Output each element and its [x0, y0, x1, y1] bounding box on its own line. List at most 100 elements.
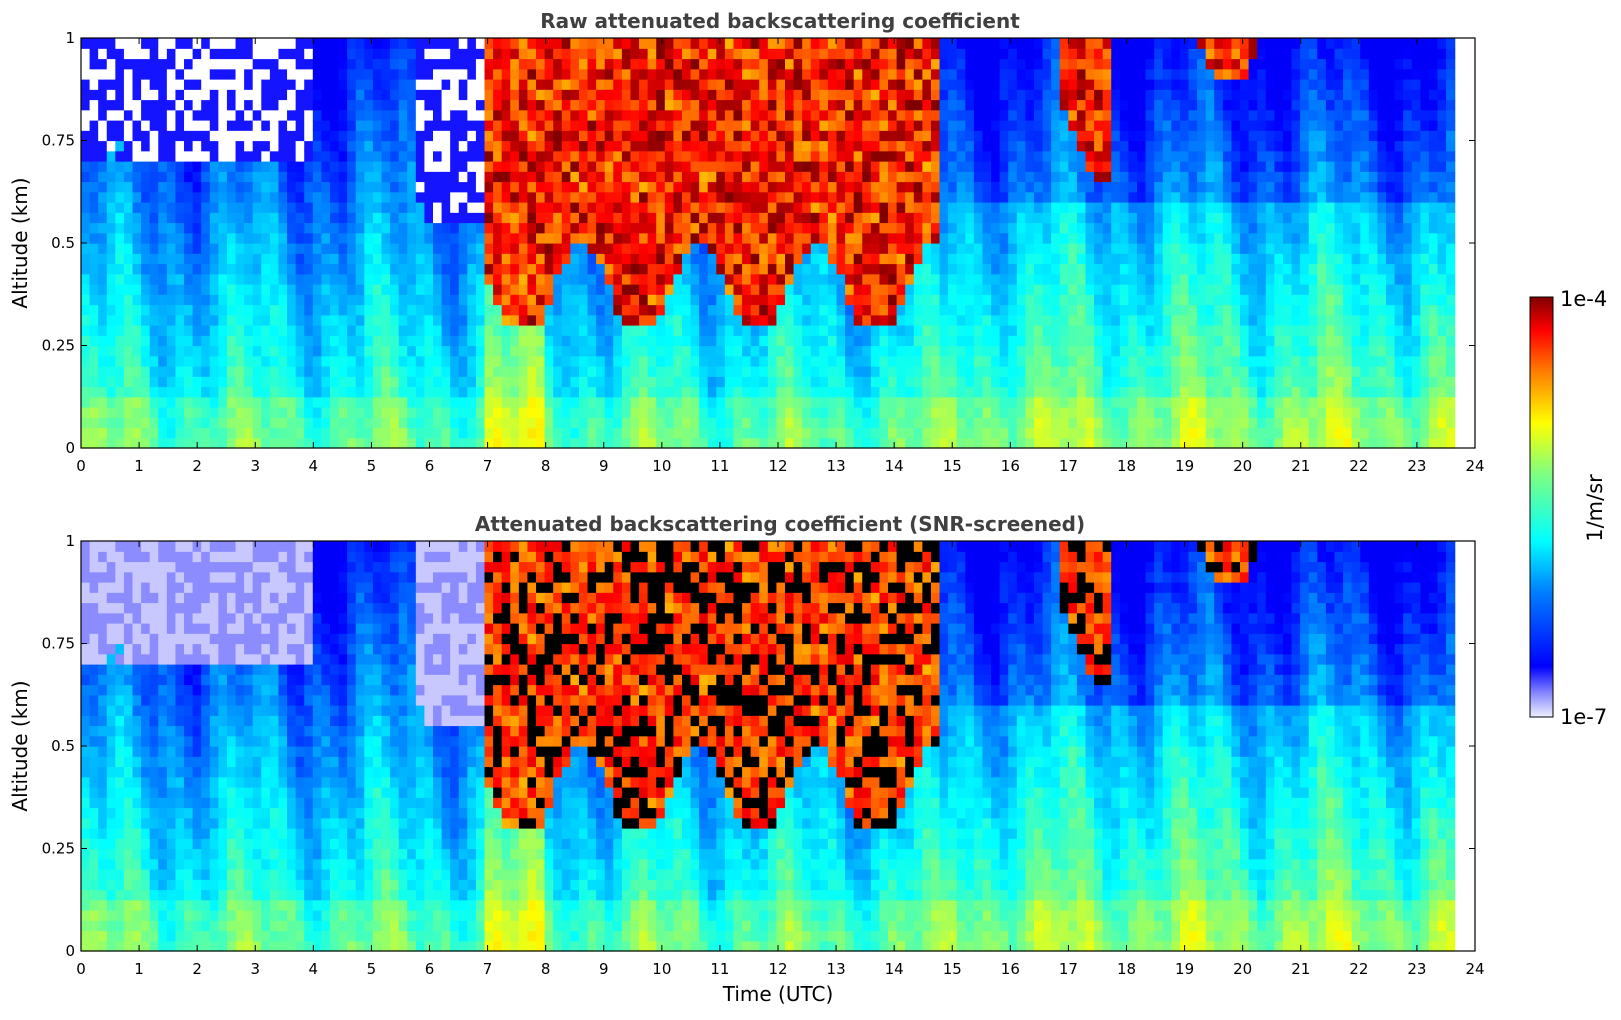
heatmap-cell — [115, 253, 125, 265]
heatmap-cell — [106, 79, 116, 90]
heatmap-cell — [501, 314, 511, 326]
heatmap-cell — [89, 120, 99, 131]
heatmap-cell — [1042, 48, 1052, 60]
heatmap-cell — [244, 386, 254, 398]
heatmap-cell — [115, 79, 125, 90]
heatmap-cell — [853, 345, 863, 357]
heatmap-cell — [664, 212, 674, 224]
heatmap-cell — [321, 376, 331, 388]
heatmap-cell — [759, 171, 769, 183]
heatmap-cell — [347, 161, 357, 172]
heatmap-cell — [845, 181, 855, 193]
heatmap-cell — [192, 79, 202, 90]
heatmap-cell — [235, 253, 245, 265]
heatmap-cell — [999, 273, 1009, 285]
heatmap-cell — [149, 437, 159, 449]
heatmap-cell — [939, 171, 949, 183]
heatmap-cell — [458, 99, 468, 111]
heatmap-cell — [630, 89, 640, 101]
heatmap-cell — [518, 89, 529, 101]
heatmap-cell — [493, 253, 503, 265]
heatmap-cell — [218, 437, 228, 449]
heatmap-cell — [750, 150, 760, 162]
heatmap-cell — [424, 99, 434, 111]
heatmap-cell — [184, 68, 194, 80]
heatmap-cell — [484, 325, 494, 336]
heatmap-cell — [106, 437, 116, 449]
heatmap-cell — [424, 314, 434, 326]
heatmap-cell — [699, 366, 709, 377]
heatmap-cell — [956, 366, 966, 377]
heatmap-cell — [518, 68, 529, 80]
heatmap-cell — [450, 366, 460, 377]
heatmap-cell — [175, 284, 185, 295]
heatmap-cell — [1051, 79, 1061, 90]
heatmap-cell — [329, 273, 340, 285]
heatmap-cell — [1042, 120, 1052, 131]
heatmap-cell — [716, 407, 726, 418]
heatmap-cell — [81, 232, 91, 244]
heatmap-cell — [767, 89, 778, 101]
heatmap-cell — [991, 273, 1001, 285]
heatmap-cell — [493, 243, 503, 254]
heatmap-cell — [639, 109, 649, 121]
heatmap-cell — [819, 284, 829, 295]
heatmap-cell — [879, 68, 889, 80]
heatmap-cell — [1033, 243, 1044, 254]
heatmap-cell — [647, 79, 657, 90]
heatmap-cell — [767, 366, 778, 377]
heatmap-cell — [896, 437, 906, 449]
heatmap-cell — [716, 253, 726, 265]
heatmap-cell — [647, 335, 657, 347]
heatmap-cell — [707, 345, 717, 357]
heatmap-cell — [630, 212, 640, 224]
heatmap-cell — [321, 355, 331, 367]
heatmap-cell — [184, 366, 194, 377]
heatmap-cell — [819, 171, 829, 183]
heatmap-cell — [690, 161, 700, 172]
heatmap-cell — [424, 396, 434, 408]
heatmap-cell — [158, 325, 168, 336]
heatmap-cell — [1102, 161, 1112, 172]
heatmap-cell — [776, 109, 786, 121]
heatmap-cell — [493, 140, 503, 152]
heatmap-cell — [810, 99, 820, 111]
heatmap-cell — [441, 335, 451, 347]
heatmap-cell — [733, 304, 743, 316]
heatmap-cell — [493, 161, 503, 172]
heatmap-cell — [699, 284, 709, 295]
heatmap-cell — [578, 386, 589, 398]
heatmap-cell — [458, 181, 468, 193]
heatmap-cell — [226, 273, 237, 285]
heatmap-cell — [141, 335, 151, 347]
heatmap-cell — [175, 396, 185, 408]
heatmap-cell — [347, 273, 357, 285]
heatmap-cell — [862, 48, 872, 60]
heatmap-cell — [561, 325, 571, 336]
heatmap-cell — [278, 437, 288, 449]
heatmap-cell — [329, 212, 340, 224]
heatmap-cell — [501, 325, 511, 336]
heatmap-cell — [527, 38, 537, 49]
heatmap-cell — [750, 79, 760, 90]
heatmap-cell — [355, 304, 365, 316]
heatmap-cell — [982, 314, 992, 326]
heatmap-cell — [862, 345, 872, 357]
heatmap-cell — [742, 212, 752, 224]
heatmap-cell — [553, 212, 563, 224]
heatmap-cell — [338, 181, 348, 193]
heatmap-cell — [1059, 232, 1069, 244]
heatmap-cell — [596, 171, 606, 183]
heatmap-cell — [956, 212, 966, 224]
heatmap-cell — [879, 335, 889, 347]
heatmap-cell — [1128, 161, 1138, 172]
heatmap-cell — [836, 58, 846, 70]
heatmap-cell — [98, 48, 108, 60]
heatmap-cell — [664, 48, 674, 60]
heatmap-cell — [930, 202, 941, 213]
heatmap-cell — [355, 386, 365, 398]
heatmap-cell — [819, 58, 829, 70]
heatmap-cell — [441, 222, 451, 234]
heatmap-cell — [905, 171, 915, 183]
heatmap-cell — [433, 253, 443, 265]
